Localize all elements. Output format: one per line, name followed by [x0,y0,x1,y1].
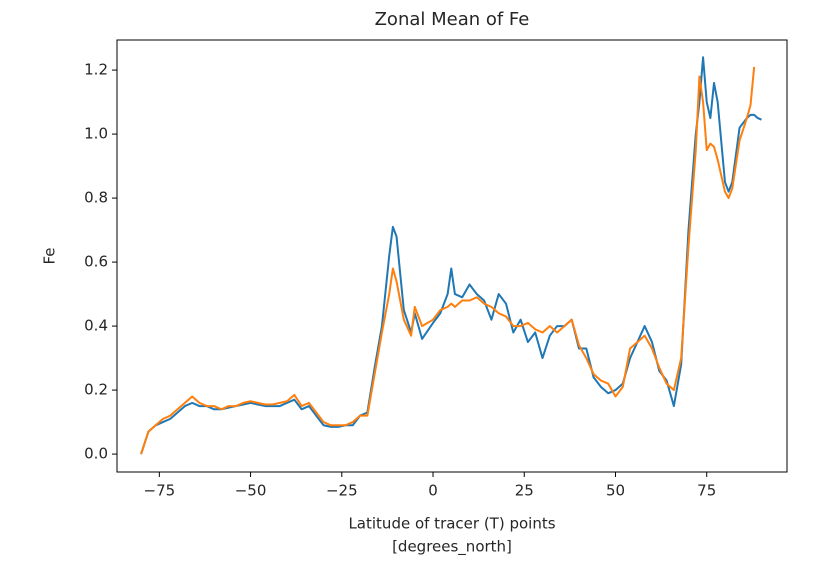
x-tick-label: −25 [326,482,358,500]
x-axis-label: Latitude of tracer (T) points [348,515,555,533]
plot-frame [116,39,788,473]
y-tick-label: 0.6 [84,253,108,271]
x-tick-label: 50 [606,482,625,500]
x-tick-label: −75 [144,482,176,500]
y-axis-label: Fe [41,247,59,264]
x-axis-label: [degrees_north] [392,538,512,557]
chart-title: Zonal Mean of Fe [375,9,530,30]
y-tick-label: 1.2 [84,61,108,79]
y-tick-label: 0.0 [84,445,108,463]
data-line [140,66,756,455]
y-tick-label: 0.4 [84,317,108,335]
x-tick-label: 0 [428,482,438,500]
x-tick-label: −50 [235,482,267,500]
y-tick-label: 0.2 [84,381,108,399]
x-tick-label: 25 [515,482,534,500]
x-tick-label: 75 [697,482,716,500]
y-tick-label: 1.0 [84,125,108,143]
y-tick-label: 0.8 [84,189,108,207]
data-line [140,56,762,455]
